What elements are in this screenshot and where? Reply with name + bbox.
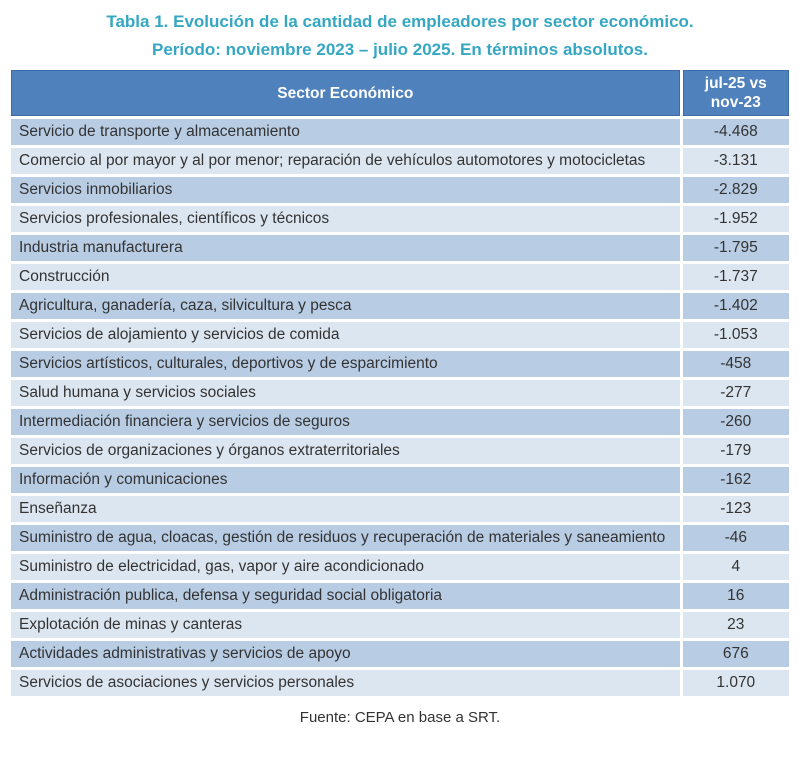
table-row: Servicios artísticos, culturales, deport… xyxy=(11,351,789,377)
sector-cell: Construcción xyxy=(11,264,680,290)
table-row: Explotación de minas y canteras 23 xyxy=(11,612,789,638)
value-cell: -4.468 xyxy=(682,119,789,145)
table-row: Agricultura, ganadería, caza, silvicultu… xyxy=(11,293,789,319)
value-cell: -1.737 xyxy=(682,264,789,290)
table-row: Información y comunicaciones -162 xyxy=(11,467,789,493)
table-row: Construcción -1.737 xyxy=(11,264,789,290)
col-header-sector: Sector Económico xyxy=(11,70,680,116)
table-row: Servicios de alojamiento y servicios de … xyxy=(11,322,789,348)
sector-cell: Servicio de transporte y almacenamiento xyxy=(11,119,680,145)
sector-cell: Servicios de organizaciones y órganos ex… xyxy=(11,438,680,464)
table-row: Intermediación financiera y servicios de… xyxy=(11,409,789,435)
value-cell: -260 xyxy=(682,409,789,435)
table-row: Servicios profesionales, científicos y t… xyxy=(11,206,789,232)
value-cell: -1.952 xyxy=(682,206,789,232)
source-note: Fuente: CEPA en base a SRT. xyxy=(299,709,501,726)
sector-cell: Servicios profesionales, científicos y t… xyxy=(11,206,680,232)
table-row: Industria manufacturera -1.795 xyxy=(11,235,789,261)
table-title: Tabla 1. Evolución de la cantidad de emp… xyxy=(0,8,800,64)
value-cell: -1.053 xyxy=(682,322,789,348)
value-cell: -123 xyxy=(682,496,789,522)
value-cell: -458 xyxy=(682,351,789,377)
sector-cell: Servicios artísticos, culturales, deport… xyxy=(11,351,680,377)
sector-cell: Comercio al por mayor y al por menor; re… xyxy=(11,148,680,174)
table-row: Suministro de electricidad, gas, vapor y… xyxy=(11,554,789,580)
sector-cell: Información y comunicaciones xyxy=(11,467,680,493)
sector-cell: Industria manufacturera xyxy=(11,235,680,261)
table-row: Administración publica, defensa y seguri… xyxy=(11,583,789,609)
sector-cell: Servicios de asociaciones y servicios pe… xyxy=(11,670,680,696)
sector-cell: Salud humana y servicios sociales xyxy=(11,380,680,406)
value-cell: -179 xyxy=(682,438,789,464)
value-cell: 1.070 xyxy=(682,670,789,696)
table-title-line2: Período: noviembre 2023 – julio 2025. En… xyxy=(152,40,648,59)
value-cell: -1.402 xyxy=(682,293,789,319)
value-cell: -162 xyxy=(682,467,789,493)
sector-cell: Agricultura, ganadería, caza, silvicultu… xyxy=(11,293,680,319)
table-row: Servicios de asociaciones y servicios pe… xyxy=(11,670,789,696)
value-cell: 23 xyxy=(682,612,789,638)
col-header-value: jul-25 vs nov-23 xyxy=(682,70,789,116)
sector-cell: Intermediación financiera y servicios de… xyxy=(11,409,680,435)
table-row: Servicios de organizaciones y órganos ex… xyxy=(11,438,789,464)
table-row: Actividades administrativas y servicios … xyxy=(11,641,789,667)
sector-cell: Suministro de agua, cloacas, gestión de … xyxy=(11,525,680,551)
value-cell: -46 xyxy=(682,525,789,551)
employers-table: Sector Económico jul-25 vs nov-23 Servic… xyxy=(8,67,792,699)
value-cell: 4 xyxy=(682,554,789,580)
sector-cell: Suministro de electricidad, gas, vapor y… xyxy=(11,554,680,580)
sector-cell: Administración publica, defensa y seguri… xyxy=(11,583,680,609)
value-cell: -277 xyxy=(682,380,789,406)
table-row: Servicios inmobiliarios -2.829 xyxy=(11,177,789,203)
value-cell: 16 xyxy=(682,583,789,609)
value-cell: 676 xyxy=(682,641,789,667)
table-row: Enseñanza -123 xyxy=(11,496,789,522)
sector-cell: Explotación de minas y canteras xyxy=(11,612,680,638)
sector-cell: Enseñanza xyxy=(11,496,680,522)
table-row: Salud humana y servicios sociales -277 xyxy=(11,380,789,406)
table-header-row: Sector Económico jul-25 vs nov-23 xyxy=(11,70,789,116)
sector-cell: Actividades administrativas y servicios … xyxy=(11,641,680,667)
table-title-line1: Tabla 1. Evolución de la cantidad de emp… xyxy=(106,12,694,31)
value-cell: -2.829 xyxy=(682,177,789,203)
table-row: Servicio de transporte y almacenamiento -… xyxy=(11,119,789,145)
table-row: Comercio al por mayor y al por menor; re… xyxy=(11,148,789,174)
sector-cell: Servicios de alojamiento y servicios de … xyxy=(11,322,680,348)
value-cell: -3.131 xyxy=(682,148,789,174)
table-row: Suministro de agua, cloacas, gestión de … xyxy=(11,525,789,551)
value-cell: -1.795 xyxy=(682,235,789,261)
sector-cell: Servicios inmobiliarios xyxy=(11,177,680,203)
